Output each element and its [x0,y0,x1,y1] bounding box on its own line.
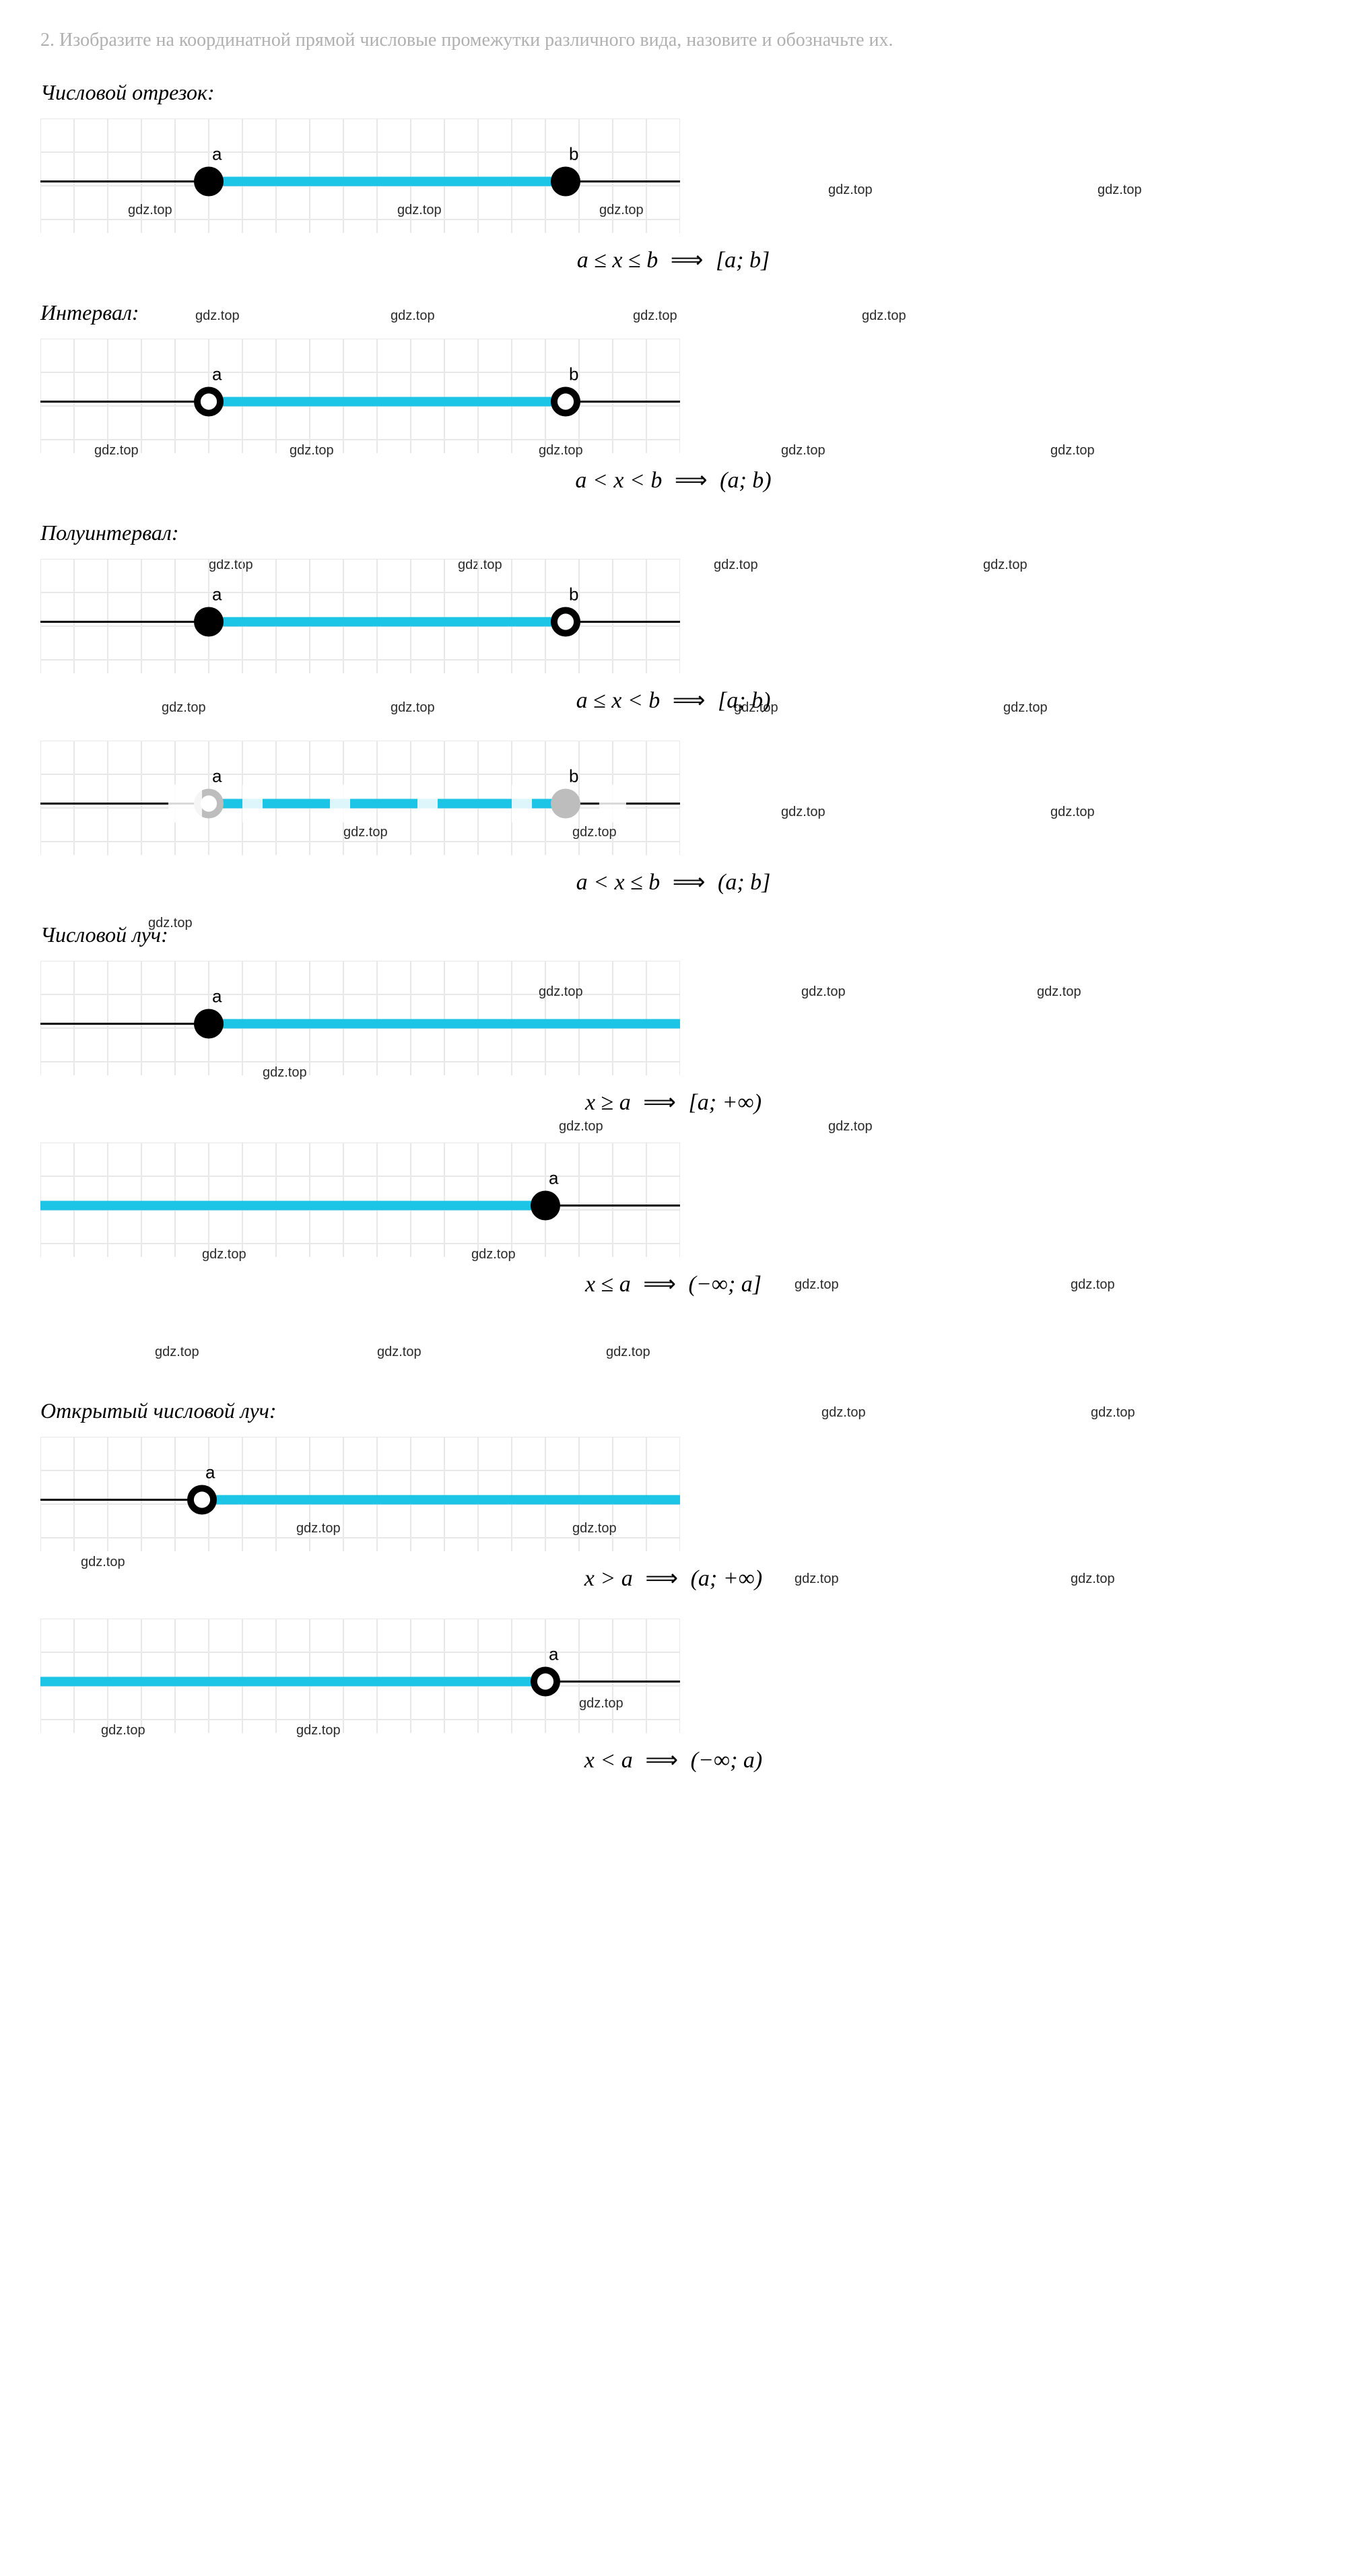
point-label: a [212,986,222,1007]
number-line-svg: ab [40,559,680,673]
point-label: b [569,364,578,384]
watermark-text: gdz.top [828,1119,873,1134]
interval-formula: x ≥ a ⟹ [a; +∞) [40,1089,1306,1116]
number-line-svg: ab [40,741,680,855]
interval-formula: a ≤ x < b ⟹ [a; b) [40,687,1306,714]
number-line-svg: a [40,1437,680,1551]
watermark-text: gdz.top [606,1345,650,1360]
watermark-text: gdz.top [559,1119,603,1134]
watermark-text: gdz.top [1037,984,1081,1000]
closed-point [194,607,224,637]
point-label: a [212,584,222,605]
number-line-svg: ab [40,339,680,453]
point-label: b [569,766,578,786]
number-line-svg: a [40,1619,680,1733]
point-label: a [212,364,222,384]
point-label: a [549,1644,559,1664]
watermark-text: gdz.top [781,443,825,459]
number-line-svg: ab [40,118,680,233]
point-label: a [212,766,222,786]
watermark-text: gdz.top [1050,805,1095,820]
closed-point [531,1191,560,1221]
point-label: a [205,1462,215,1483]
point-label: a [212,144,222,164]
number-line-svg: a [40,1143,680,1257]
number-line-diagram: agdz.topgdz.topgdz.topgdz.top [40,961,1306,1075]
watermark-text: gdz.top [828,182,873,198]
point-label: b [569,144,578,164]
number-line-diagram: abgdz.topgdz.topgdz.topgdz.topgdz.top [40,118,1306,233]
watermark-text: gdz.top [781,805,825,820]
closed-point [194,167,224,197]
number-line-diagram: agdz.topgdz.top [40,1143,1306,1257]
number-line-diagram: abgdz.topgdz.topgdz.topgdz.top [40,559,1306,673]
number-line-diagram: abgdz.topgdz.topgdz.topgdz.top [40,741,1306,855]
watermark-text: gdz.top [1050,443,1095,459]
closed-point [194,1009,224,1039]
interval-formula: x < a ⟹ (−∞; a) [40,1747,1306,1773]
number-line-diagram: agdz.topgdz.topgdz.top [40,1437,1306,1551]
closed-point [551,167,580,197]
question-text: 2. Изобразите на координатной прямой чис… [40,27,1306,53]
point-label: a [549,1168,559,1188]
closed-point [551,789,580,819]
section-title: Открытый числовой луч: [40,1398,1306,1423]
section-title: Полуинтервал: [40,520,1306,545]
watermark-text: gdz.top [377,1345,421,1360]
interval-formula: a ≤ x ≤ b ⟹ [a; b] [40,246,1306,273]
watermark-text: gdz.top [801,984,846,1000]
section-title: Интервал: [40,300,1306,325]
number-line-diagram: abgdz.topgdz.topgdz.topgdz.topgdz.top [40,339,1306,453]
section-title: Числовой отрезок: [40,80,1306,105]
watermark-text: gdz.top [1098,182,1142,198]
watermark-text: gdz.top [155,1345,199,1360]
section-title: Числовой луч: [40,922,1306,947]
interval-formula: x ≤ a ⟹ (−∞; a] [40,1270,1306,1297]
interval-formula: a < x ≤ b ⟹ (a; b] [40,869,1306,895]
interval-formula: a < x < b ⟹ (a; b) [40,467,1306,494]
number-line-svg: a [40,961,680,1075]
point-label: b [569,584,578,605]
interval-formula: x > a ⟹ (a; +∞) [40,1565,1306,1592]
number-line-diagram: agdz.topgdz.topgdz.top [40,1619,1306,1733]
